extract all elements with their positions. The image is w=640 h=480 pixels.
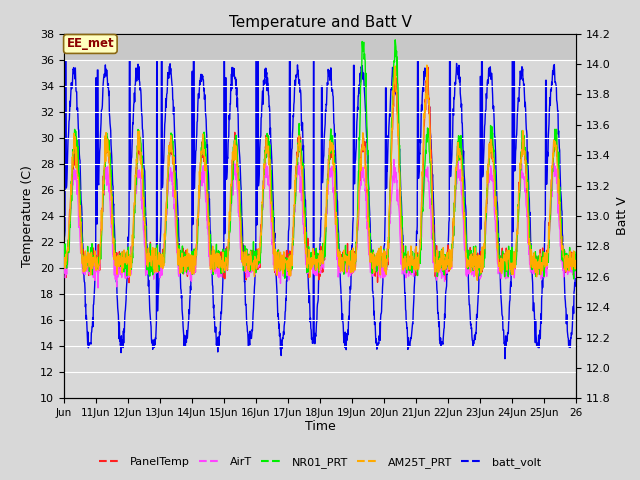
Y-axis label: Temperature (C): Temperature (C) (22, 165, 35, 267)
Bar (64, 34, 576, 60)
Legend: PanelTemp, AirT, NR01_PRT, AM25T_PRT, batt_volt: PanelTemp, AirT, NR01_PRT, AM25T_PRT, ba… (94, 452, 546, 472)
Text: EE_met: EE_met (67, 37, 114, 50)
X-axis label: Time: Time (305, 420, 335, 432)
Title: Temperature and Batt V: Temperature and Batt V (228, 15, 412, 30)
Y-axis label: Batt V: Batt V (616, 197, 629, 235)
